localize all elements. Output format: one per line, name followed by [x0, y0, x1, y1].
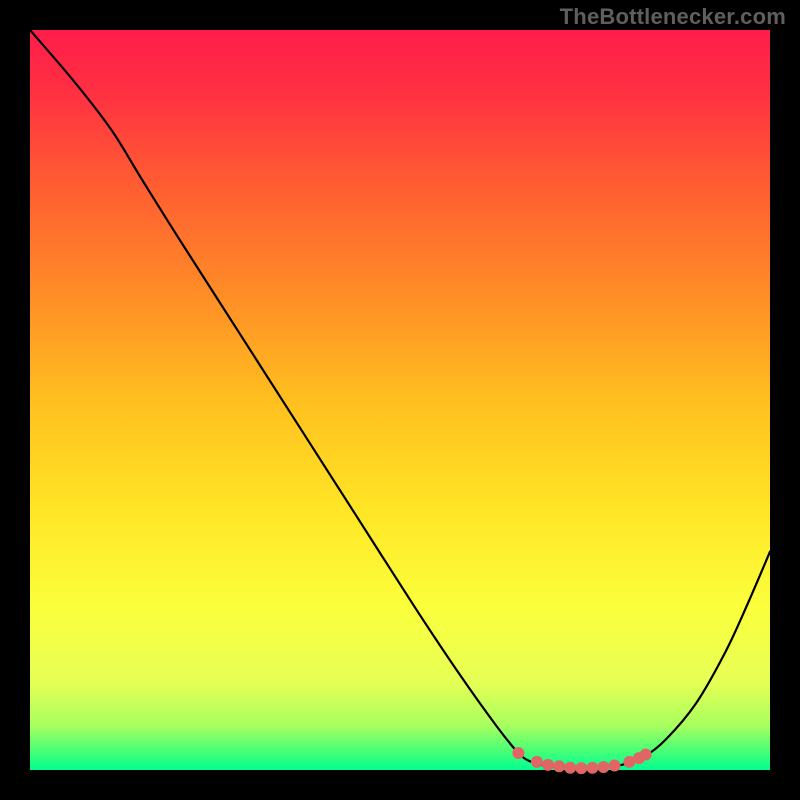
marker-dot: [565, 762, 576, 773]
marker-dot: [543, 759, 554, 770]
marker-dot: [531, 756, 542, 767]
watermark-text: TheBottlenecker.com: [560, 4, 786, 30]
marker-dot: [513, 747, 524, 758]
marker-dot: [609, 760, 620, 771]
chart-root: TheBottlenecker.com: [0, 0, 800, 800]
marker-dot: [554, 761, 565, 772]
chart-svg: [0, 0, 800, 800]
plot-area: [30, 30, 770, 770]
marker-dot: [587, 762, 598, 773]
marker-dot: [576, 763, 587, 774]
marker-dot: [598, 762, 609, 773]
marker-dot: [640, 749, 651, 760]
